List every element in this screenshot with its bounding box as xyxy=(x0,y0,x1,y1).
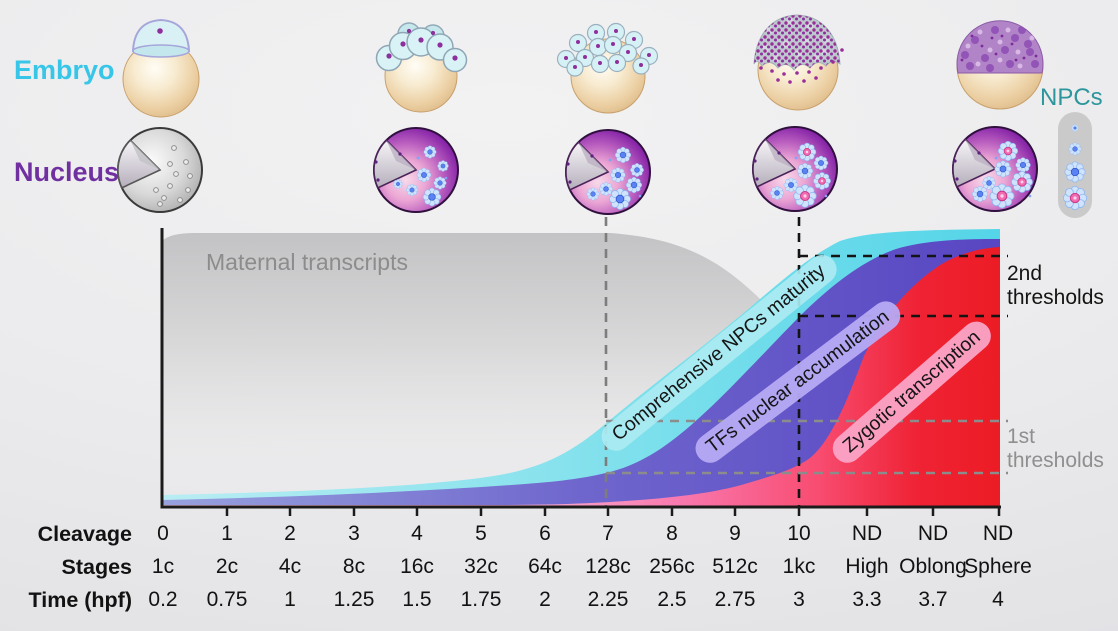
embryo-1c-icon xyxy=(122,18,200,118)
timeline-row-label-time: Time (hpf) xyxy=(28,588,132,612)
timeline-stages-col7: 128c xyxy=(585,555,631,578)
chart-axes xyxy=(160,228,1001,516)
timeline-time_hpf-col3: 1.25 xyxy=(333,588,375,611)
timeline-stages-col6: 64c xyxy=(528,555,562,578)
nucleus-128c-icon xyxy=(564,129,651,215)
timeline-stages-col0: 1c xyxy=(151,555,175,578)
embryo-128c-icon xyxy=(556,22,659,114)
timeline-cleavage-col6: 6 xyxy=(539,522,551,545)
nucleus-1c-icon xyxy=(116,127,203,213)
timeline-time_hpf-col6: 2 xyxy=(539,588,551,611)
timeline-time_hpf-col13: 4 xyxy=(992,588,1004,611)
nucleus-1kc-icon xyxy=(751,126,838,212)
nucleus-sphere-icon xyxy=(951,126,1038,212)
timeline-time_hpf-col12: 3.7 xyxy=(918,588,948,611)
npc-level-3-icon xyxy=(1064,161,1086,183)
npc-level-4-icon xyxy=(1062,185,1088,211)
timeline-time_hpf-col0: 0.2 xyxy=(148,588,178,611)
embryo-1kc-icon xyxy=(753,14,844,111)
timeline-cleavage-col8: 8 xyxy=(666,522,678,545)
first-thresholds-label: 1st thresholds xyxy=(1007,425,1104,472)
second-thresholds-label: 2nd thresholds xyxy=(1007,262,1104,309)
timeline-time_hpf-col10: 3 xyxy=(793,588,805,611)
timeline-cleavage-col1: 1 xyxy=(221,522,233,545)
zygotic-transcription-band xyxy=(162,247,1000,507)
timeline-time_hpf-col11: 3.3 xyxy=(852,588,882,611)
embryo-row-label: Embryo xyxy=(14,55,115,85)
timeline-cleavage-col7: 7 xyxy=(602,522,614,545)
npcs-legend-label: NPCs xyxy=(1040,84,1103,111)
timeline-cleavage-col3: 3 xyxy=(348,522,360,545)
timeline-stages-col8: 256c xyxy=(649,555,695,578)
timeline-stages-col2: 4c xyxy=(278,555,302,578)
nucleus-16c-icon xyxy=(372,127,459,213)
tf-accumulation-band xyxy=(162,239,1000,507)
timeline-cleavage-col4: 4 xyxy=(411,522,423,545)
timeline-time_hpf-col8: 2.5 xyxy=(657,588,687,611)
timeline-time_hpf-col2: 1 xyxy=(284,588,296,611)
timeline-time_hpf-col5: 1.75 xyxy=(460,588,502,611)
maternal-transcripts-label: Maternal transcripts xyxy=(206,249,408,275)
timeline-cleavage-col13: ND xyxy=(982,522,1014,545)
embryo-sphere-icon xyxy=(956,20,1044,110)
timeline-stages-col10: 1kc xyxy=(782,555,816,578)
timeline-cleavage-col5: 5 xyxy=(475,522,487,545)
timeline-row-label-cleavage: Cleavage xyxy=(37,522,132,546)
timeline-stages-col13: Sphere xyxy=(964,555,1032,578)
npc-level-2-icon xyxy=(1068,142,1082,156)
npc-maturity-legend xyxy=(1058,112,1092,218)
timeline-stages-col9: 512c xyxy=(712,555,758,578)
timeline-stages-col3: 8c xyxy=(342,555,366,578)
timeline-stages-col4: 16c xyxy=(400,555,434,578)
timeline-cleavage-col11: ND xyxy=(851,522,883,545)
timeline-time_hpf-col7: 2.25 xyxy=(587,588,629,611)
embryo-16c-icon xyxy=(375,22,468,113)
timeline-stages-col11: High xyxy=(845,555,889,578)
timeline-cleavage-col2: 2 xyxy=(284,522,296,545)
timeline-time_hpf-col4: 1.5 xyxy=(402,588,432,611)
timeline-stages-col12: Oblong xyxy=(899,555,967,578)
timeline-cleavage-col10: 10 xyxy=(787,522,811,545)
timeline-stages-col5: 32c xyxy=(464,555,498,578)
timeline-time_hpf-col9: 2.75 xyxy=(714,588,756,611)
timeline-cleavage-col0: 0 xyxy=(157,522,169,545)
timeline-time_hpf-col1: 0.75 xyxy=(206,588,248,611)
timeline-row-label-stages: Stages xyxy=(61,555,132,579)
nucleus-row-label: Nucleus xyxy=(14,157,120,187)
timeline-cleavage-col12: ND xyxy=(917,522,949,545)
timeline-stages-col1: 2c xyxy=(215,555,239,578)
npc-level-1-icon xyxy=(1071,124,1079,132)
timeline-cleavage-col9: 9 xyxy=(729,522,741,545)
